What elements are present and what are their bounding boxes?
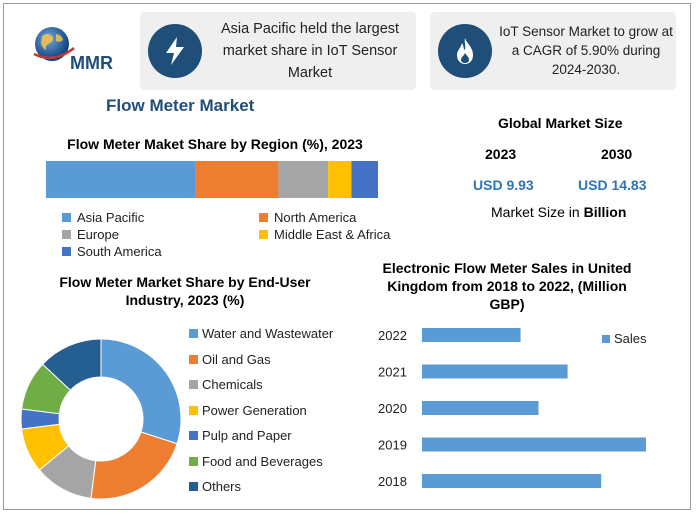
info-text-region: Asia Pacific held the largest market sha… — [220, 21, 400, 81]
donut-chart-title: Flow Meter Market Share by End-User Indu… — [59, 274, 311, 308]
value-2030: USD 14.83 — [578, 177, 647, 193]
region-legend-item: Middle East & Africa — [259, 227, 390, 242]
uk-sales-bar-2019 — [422, 437, 646, 452]
uk-sales-chart-title: Electronic Flow Meter Sales in United Ki… — [382, 260, 632, 312]
uk-legend-label: Sales — [614, 331, 647, 346]
uk-year-label: 2020 — [378, 401, 407, 416]
legend-swatch — [189, 329, 198, 338]
donut-legend-item: Chemicals — [189, 377, 263, 392]
region-segment-europe — [278, 161, 329, 198]
donut-slice-water-and-wastewater — [100, 338, 182, 445]
uk-year-label: 2019 — [378, 438, 407, 453]
legend-swatch — [189, 380, 198, 389]
donut-legend-item: Oil and Gas — [189, 352, 271, 367]
main-title: Flow Meter Market — [106, 96, 255, 115]
legend-label: Middle East & Africa — [274, 227, 391, 242]
donut-legend-item: Pulp and Paper — [189, 428, 292, 443]
legend-swatch — [259, 230, 268, 239]
region-legend-item: North America — [259, 210, 356, 225]
lightning-icon — [148, 24, 202, 78]
region-legend-item: Asia Pacific — [62, 210, 144, 225]
legend-swatch — [62, 230, 71, 239]
info-text-cagr: IoT Sensor Market to grow at a CAGR of 5… — [499, 24, 673, 77]
legend-swatch — [259, 213, 268, 222]
uk-legend-swatch — [602, 335, 610, 343]
year-2030-label: 2030 — [601, 146, 633, 162]
end-user-donut-chart — [20, 338, 182, 500]
legend-swatch — [62, 247, 71, 256]
info-box-region: Asia Pacific held the largest market sha… — [140, 12, 416, 90]
donut-legend-item: Food and Beverages — [189, 454, 323, 469]
region-segment-north-america — [195, 161, 279, 198]
legend-label: Power Generation — [202, 402, 307, 418]
region-stacked-bar — [46, 161, 378, 198]
uk-sales-bar-2021 — [422, 364, 568, 379]
mmr-logo: MMR — [28, 24, 128, 80]
value-2023: USD 9.93 — [473, 177, 534, 193]
region-segment-middle-east-africa — [328, 161, 352, 198]
market-size-caption: Market Size in Billion — [491, 204, 627, 220]
info-box-cagr: IoT Sensor Market to grow at a CAGR of 5… — [430, 12, 676, 90]
global-market-title: Global Market Size — [498, 115, 623, 131]
region-legend-item: Europe — [62, 227, 119, 242]
year-2023-label: 2023 — [485, 146, 517, 162]
uk-year-label: 2021 — [378, 365, 407, 380]
uk-sales-bar-2022 — [422, 328, 521, 342]
donut-slice-others — [41, 338, 102, 391]
region-legend: Asia Pacific North America Europe Middle Ea… — [62, 210, 422, 262]
donut-slice-oil-and-gas — [90, 431, 178, 500]
svg-text:MMR: MMR — [70, 53, 113, 73]
donut-legend-item: Power Generation — [189, 403, 307, 418]
legend-label: South America — [77, 244, 162, 259]
legend-label: Others — [202, 479, 242, 494]
legend-swatch — [189, 431, 198, 440]
uk-year-label: 2022 — [378, 328, 407, 343]
uk-sales-bar-chart: 2022 2021 2020 2019 2018 Sales — [378, 328, 647, 489]
globe-logo-icon: MMR — [33, 27, 113, 73]
legend-label: Oil and Gas — [202, 351, 271, 367]
legend-label: Food and Beverages — [202, 453, 323, 469]
uk-sales-bar-2018 — [422, 474, 602, 488]
legend-swatch — [62, 213, 71, 222]
donut-legend: Water and Wastewater Oil and Gas Chemicals… — [189, 326, 369, 501]
uk-year-label: 2018 — [378, 474, 407, 489]
donut-legend-item: Water and Wastewater — [189, 326, 333, 341]
region-segment-south-america — [351, 161, 378, 198]
legend-swatch — [189, 354, 198, 364]
legend-swatch — [189, 405, 198, 415]
region-chart-title: Flow Meter Maket Share by Region (%), 20… — [67, 136, 363, 152]
flame-icon — [438, 24, 492, 78]
legend-swatch — [189, 456, 198, 466]
legend-label: Pulp and Paper — [202, 428, 292, 443]
legend-label: Asia Pacific — [77, 210, 145, 225]
legend-label: Europe — [77, 227, 119, 242]
legend-label: Water and Wastewater — [202, 326, 334, 341]
legend-label: North America — [274, 210, 357, 225]
uk-sales-bar-2020 — [422, 401, 539, 415]
legend-swatch — [189, 482, 198, 491]
legend-label: Chemicals — [202, 377, 263, 392]
region-segment-asia-pacific — [46, 161, 196, 198]
region-legend-item: South America — [62, 244, 162, 259]
donut-legend-item: Others — [189, 479, 241, 494]
